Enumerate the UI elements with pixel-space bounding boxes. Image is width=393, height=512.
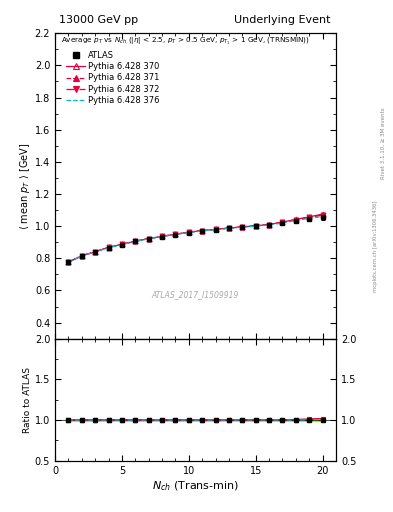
Text: Rivet 3.1.10, ≥ 3M events: Rivet 3.1.10, ≥ 3M events <box>381 108 386 179</box>
Text: 13000 GeV pp: 13000 GeV pp <box>59 14 138 25</box>
Text: ATLAS_2017_I1509919: ATLAS_2017_I1509919 <box>152 290 239 299</box>
Text: Average $p_T$ vs $N_{ch}$ ($|\eta|$ < 2.5, $p_T$ > 0.5 GeV, $p_{T_1}$ > 1 GeV, (: Average $p_T$ vs $N_{ch}$ ($|\eta|$ < 2.… <box>61 36 310 48</box>
Legend: ATLAS, Pythia 6.428 370, Pythia 6.428 371, Pythia 6.428 372, Pythia 6.428 376: ATLAS, Pythia 6.428 370, Pythia 6.428 37… <box>65 50 161 106</box>
Text: Underlying Event: Underlying Event <box>233 14 330 25</box>
Y-axis label: Ratio to ATLAS: Ratio to ATLAS <box>23 367 32 433</box>
Text: mcplots.cern.ch [arXiv:1306.3436]: mcplots.cern.ch [arXiv:1306.3436] <box>373 200 378 291</box>
Y-axis label: $\langle$ mean $p_T$ $\rangle$ [GeV]: $\langle$ mean $p_T$ $\rangle$ [GeV] <box>18 142 32 230</box>
X-axis label: $N_{ch}$ (Trans-min): $N_{ch}$ (Trans-min) <box>152 480 239 494</box>
